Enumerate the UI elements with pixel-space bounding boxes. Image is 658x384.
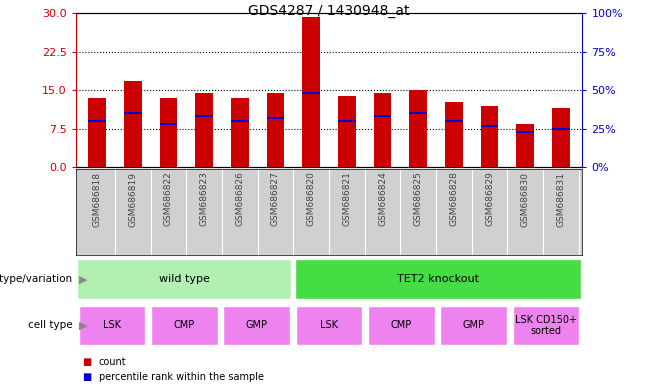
Text: percentile rank within the sample: percentile rank within the sample: [99, 372, 264, 382]
Text: GSM686830: GSM686830: [520, 172, 530, 227]
Text: genotype/variation: genotype/variation: [0, 274, 72, 285]
Bar: [88, 98, 106, 167]
Bar: [302, 17, 320, 167]
Text: GSM686824: GSM686824: [378, 172, 387, 226]
Bar: [338, 96, 356, 167]
Text: GSM686826: GSM686826: [236, 172, 244, 227]
FancyBboxPatch shape: [440, 306, 507, 345]
FancyBboxPatch shape: [151, 306, 218, 345]
Bar: [338, 120, 356, 122]
Bar: [445, 120, 463, 122]
Text: GSM686818: GSM686818: [93, 172, 101, 227]
Bar: [159, 123, 178, 125]
FancyBboxPatch shape: [295, 260, 580, 299]
Text: ▶: ▶: [79, 320, 88, 331]
Text: GDS4287 / 1430948_at: GDS4287 / 1430948_at: [248, 4, 410, 18]
Text: ■: ■: [82, 372, 91, 382]
Text: LSK: LSK: [103, 320, 121, 331]
Bar: [231, 120, 249, 122]
Bar: [124, 81, 141, 167]
Bar: [552, 127, 570, 130]
Bar: [88, 120, 106, 122]
Text: count: count: [99, 356, 126, 367]
Bar: [195, 115, 213, 118]
Text: GSM686819: GSM686819: [128, 172, 138, 227]
Text: GSM686829: GSM686829: [485, 172, 494, 227]
Text: GSM686831: GSM686831: [557, 172, 565, 227]
Bar: [374, 115, 392, 118]
Text: GSM686825: GSM686825: [414, 172, 422, 227]
Text: ■: ■: [82, 356, 91, 367]
Text: CMP: CMP: [391, 320, 412, 331]
Text: GMP: GMP: [463, 320, 485, 331]
Text: GSM686828: GSM686828: [449, 172, 459, 227]
Text: cell type: cell type: [28, 320, 72, 331]
Text: GSM686822: GSM686822: [164, 172, 173, 226]
Bar: [195, 93, 213, 167]
Bar: [124, 112, 141, 114]
FancyBboxPatch shape: [78, 260, 291, 299]
FancyBboxPatch shape: [513, 306, 580, 345]
Text: GSM686823: GSM686823: [199, 172, 209, 227]
Bar: [445, 101, 463, 167]
FancyBboxPatch shape: [223, 306, 290, 345]
Bar: [159, 98, 178, 167]
Bar: [266, 93, 284, 167]
Bar: [517, 124, 534, 167]
Bar: [480, 106, 499, 167]
Bar: [302, 92, 320, 94]
Text: LSK CD150+
sorted: LSK CD150+ sorted: [515, 314, 577, 336]
Text: TET2 knockout: TET2 knockout: [397, 274, 478, 285]
FancyBboxPatch shape: [368, 306, 435, 345]
Bar: [374, 93, 392, 167]
Text: wild type: wild type: [159, 274, 210, 285]
Bar: [552, 108, 570, 167]
Text: ▶: ▶: [79, 274, 88, 285]
FancyBboxPatch shape: [78, 306, 145, 345]
Bar: [409, 112, 427, 114]
Text: GSM686821: GSM686821: [342, 172, 351, 227]
Bar: [409, 90, 427, 167]
Text: CMP: CMP: [174, 320, 195, 331]
FancyBboxPatch shape: [295, 306, 363, 345]
Text: GSM686820: GSM686820: [307, 172, 316, 227]
Bar: [517, 131, 534, 133]
Text: GMP: GMP: [245, 320, 268, 331]
Bar: [231, 98, 249, 167]
Text: LSK: LSK: [320, 320, 338, 331]
Text: GSM686827: GSM686827: [271, 172, 280, 227]
Bar: [480, 124, 499, 127]
Bar: [266, 117, 284, 119]
